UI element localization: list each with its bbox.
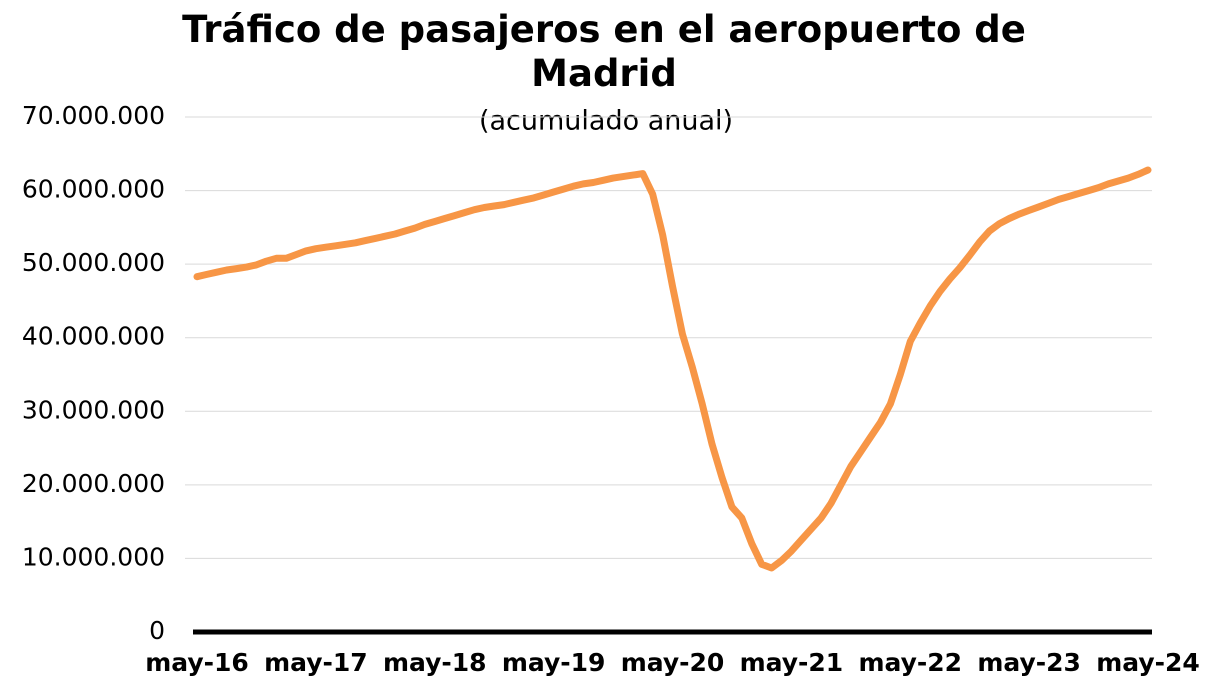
y-tick-label: 0 (149, 616, 165, 645)
x-tick-label: may-16 (145, 648, 249, 677)
chart-subtitle: (acumulado anual) (479, 106, 733, 137)
x-tick-label: may-17 (264, 648, 368, 677)
x-tick-label: may-22 (858, 648, 962, 677)
y-tick-label: 70.000.000 (22, 101, 165, 130)
chart-title-box: Tráfico de pasajeros en el aeropuerto de… (154, 8, 1054, 96)
x-tick-label: may-20 (621, 648, 725, 677)
x-tick-label: may-19 (502, 648, 606, 677)
y-tick-label: 50.000.000 (22, 248, 165, 277)
series-line (193, 166, 1152, 572)
y-tick-label: 20.000.000 (22, 469, 165, 498)
x-tick-label: may-21 (740, 648, 844, 677)
chart-title: Tráfico de pasajeros en el aeropuerto de… (182, 8, 1026, 95)
x-tick-label: may-24 (1096, 648, 1200, 677)
y-tick-label: 10.000.000 (22, 542, 165, 571)
y-tick-label: 40.000.000 (22, 322, 165, 351)
y-tick-label: 30.000.000 (22, 395, 165, 424)
x-tick-label: may-18 (383, 648, 487, 677)
y-tick-label: 60.000.000 (22, 175, 165, 204)
x-tick-label: may-23 (977, 648, 1081, 677)
